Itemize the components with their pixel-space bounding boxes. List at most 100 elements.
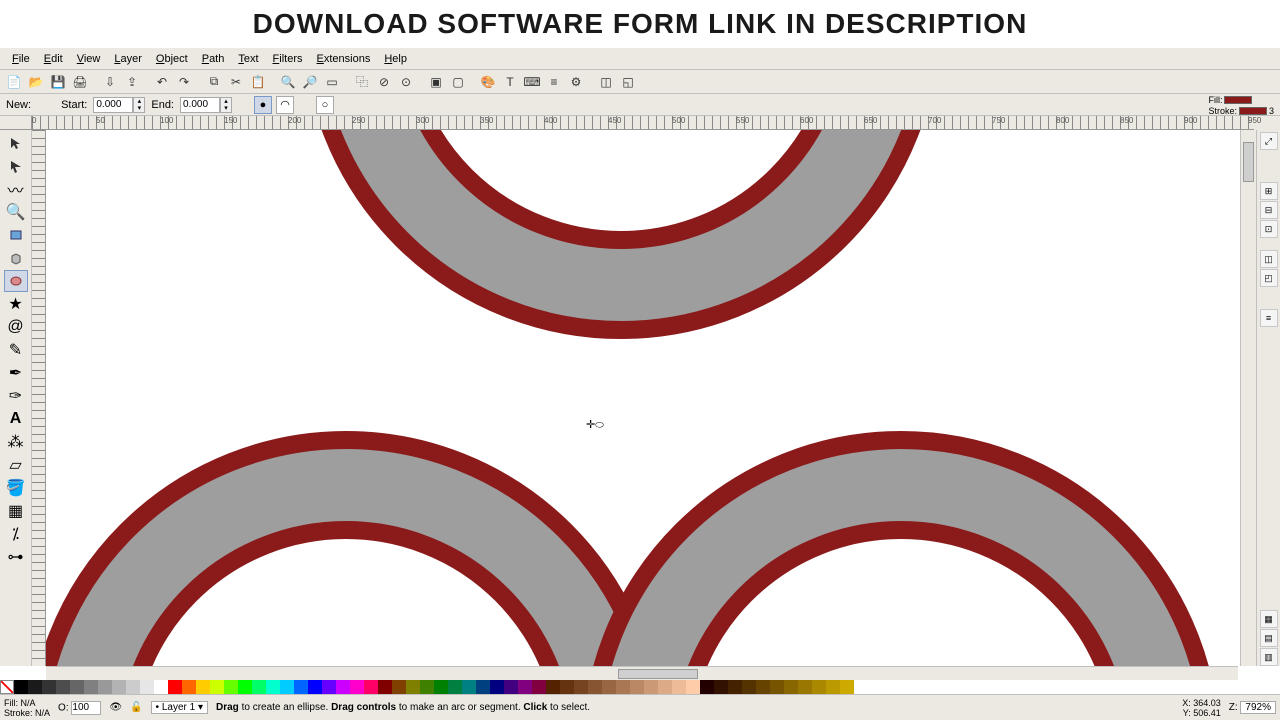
palette-swatch[interactable]	[434, 680, 448, 694]
palette-swatch[interactable]	[490, 680, 504, 694]
hscroll-thumb[interactable]	[618, 669, 698, 679]
open-icon[interactable]: 📂	[26, 72, 46, 92]
snap-4[interactable]: ◫	[1260, 250, 1278, 268]
palette-swatch[interactable]	[364, 680, 378, 694]
snap-1[interactable]: ⊞	[1260, 182, 1278, 200]
palette-swatch[interactable]	[588, 680, 602, 694]
dialog1-icon[interactable]: ◫	[596, 72, 616, 92]
dropper-tool[interactable]: ⁒	[4, 523, 28, 545]
align-icon[interactable]: ≡	[544, 72, 564, 92]
snap-6[interactable]: ≡	[1260, 309, 1278, 327]
no-color-swatch[interactable]	[0, 680, 14, 694]
palette-swatch[interactable]	[210, 680, 224, 694]
menu-view[interactable]: View	[71, 51, 107, 67]
palette-swatch[interactable]	[546, 680, 560, 694]
bucket-tool[interactable]: 🪣	[4, 477, 28, 499]
zoom-tool[interactable]: 🔍	[4, 201, 28, 223]
opacity-input[interactable]	[71, 701, 101, 715]
palette-swatch[interactable]	[126, 680, 140, 694]
palette-swatch[interactable]	[560, 680, 574, 694]
palette-swatch[interactable]	[140, 680, 154, 694]
palette-swatch[interactable]	[742, 680, 756, 694]
menu-filters[interactable]: Filters	[267, 51, 309, 67]
palette-swatch[interactable]	[112, 680, 126, 694]
save-icon[interactable]: 💾	[48, 72, 68, 92]
palette-swatch[interactable]	[518, 680, 532, 694]
layer-selector[interactable]: • Layer 1 ▾	[151, 701, 208, 714]
palette-swatch[interactable]	[798, 680, 812, 694]
palette-swatch[interactable]	[504, 680, 518, 694]
ungroup-icon[interactable]: ▢	[448, 72, 468, 92]
paste-icon[interactable]: 📋	[248, 72, 268, 92]
stroke-swatch[interactable]	[1239, 107, 1267, 115]
gradient-tool[interactable]: ▦	[4, 500, 28, 522]
end-input[interactable]	[180, 97, 220, 113]
palette-swatch[interactable]	[448, 680, 462, 694]
palette-swatch[interactable]	[42, 680, 56, 694]
palette-swatch[interactable]	[238, 680, 252, 694]
palette-swatch[interactable]	[714, 680, 728, 694]
palette-swatch[interactable]	[406, 680, 420, 694]
menu-edit[interactable]: Edit	[38, 51, 69, 67]
zoom-fit-icon[interactable]: ⤢	[1260, 132, 1278, 150]
palette-swatch[interactable]	[826, 680, 840, 694]
menu-help[interactable]: Help	[378, 51, 413, 67]
palette-swatch[interactable]	[658, 680, 672, 694]
layer-visibility-icon[interactable]: 👁	[109, 702, 122, 713]
fill-swatch[interactable]	[1224, 96, 1252, 104]
palette-swatch[interactable]	[350, 680, 364, 694]
new-doc-icon[interactable]: 📄	[4, 72, 24, 92]
palette-swatch[interactable]	[196, 680, 210, 694]
palette-swatch[interactable]	[462, 680, 476, 694]
palette-swatch[interactable]	[70, 680, 84, 694]
snap-8[interactable]: ▤	[1260, 629, 1278, 647]
menu-file[interactable]: File	[6, 51, 36, 67]
palette-swatch[interactable]	[420, 680, 434, 694]
start-input[interactable]	[93, 97, 133, 113]
snap-9[interactable]: ▥	[1260, 648, 1278, 666]
cut-icon[interactable]: ✂	[226, 72, 246, 92]
star-tool[interactable]: ★	[4, 293, 28, 315]
ellipse-mode-closed[interactable]: ●	[254, 96, 272, 114]
clone-icon[interactable]: ⿻	[352, 72, 372, 92]
vertical-scrollbar[interactable]	[1240, 130, 1256, 666]
spray-tool[interactable]: ⁂	[4, 431, 28, 453]
palette-swatch[interactable]	[644, 680, 658, 694]
palette-swatch[interactable]	[840, 680, 854, 694]
canvas[interactable]: ✛⬭	[46, 130, 1240, 666]
ellipse-mode-whole[interactable]: ○	[316, 96, 334, 114]
palette-swatch[interactable]	[336, 680, 350, 694]
palette-swatch[interactable]	[770, 680, 784, 694]
palette-swatch[interactable]	[224, 680, 238, 694]
pencil-tool[interactable]: ✎	[4, 339, 28, 361]
calligraphy-tool[interactable]: ✑	[4, 385, 28, 407]
print-icon[interactable]: 🖨	[70, 72, 90, 92]
palette-swatch[interactable]	[756, 680, 770, 694]
selector-tool[interactable]	[4, 132, 28, 154]
bezier-tool[interactable]: ✒	[4, 362, 28, 384]
ellipse-tool[interactable]	[4, 270, 28, 292]
connector-tool[interactable]: ⊶	[4, 546, 28, 568]
palette-swatch[interactable]	[14, 680, 28, 694]
spiral-tool[interactable]: @	[4, 316, 28, 338]
group-icon[interactable]: ▣	[426, 72, 446, 92]
palette-swatch[interactable]	[700, 680, 714, 694]
end-spinner[interactable]: ▴▾	[180, 97, 232, 113]
fill-dialog-icon[interactable]: 🎨	[478, 72, 498, 92]
vscroll-thumb[interactable]	[1243, 142, 1254, 182]
palette-swatch[interactable]	[574, 680, 588, 694]
palette-swatch[interactable]	[784, 680, 798, 694]
export-icon[interactable]: ⇪	[122, 72, 142, 92]
ellipse-mode-arc[interactable]: ◠	[276, 96, 294, 114]
text-tool[interactable]: A	[4, 408, 28, 430]
palette-swatch[interactable]	[168, 680, 182, 694]
palette-swatch[interactable]	[182, 680, 196, 694]
palette-swatch[interactable]	[672, 680, 686, 694]
palette-swatch[interactable]	[392, 680, 406, 694]
redo-icon[interactable]: ↷	[174, 72, 194, 92]
snap-5[interactable]: ◰	[1260, 269, 1278, 287]
palette-swatch[interactable]	[154, 680, 168, 694]
palette-swatch[interactable]	[28, 680, 42, 694]
prefs-icon[interactable]: ⚙	[566, 72, 586, 92]
snap-7[interactable]: ▦	[1260, 610, 1278, 628]
